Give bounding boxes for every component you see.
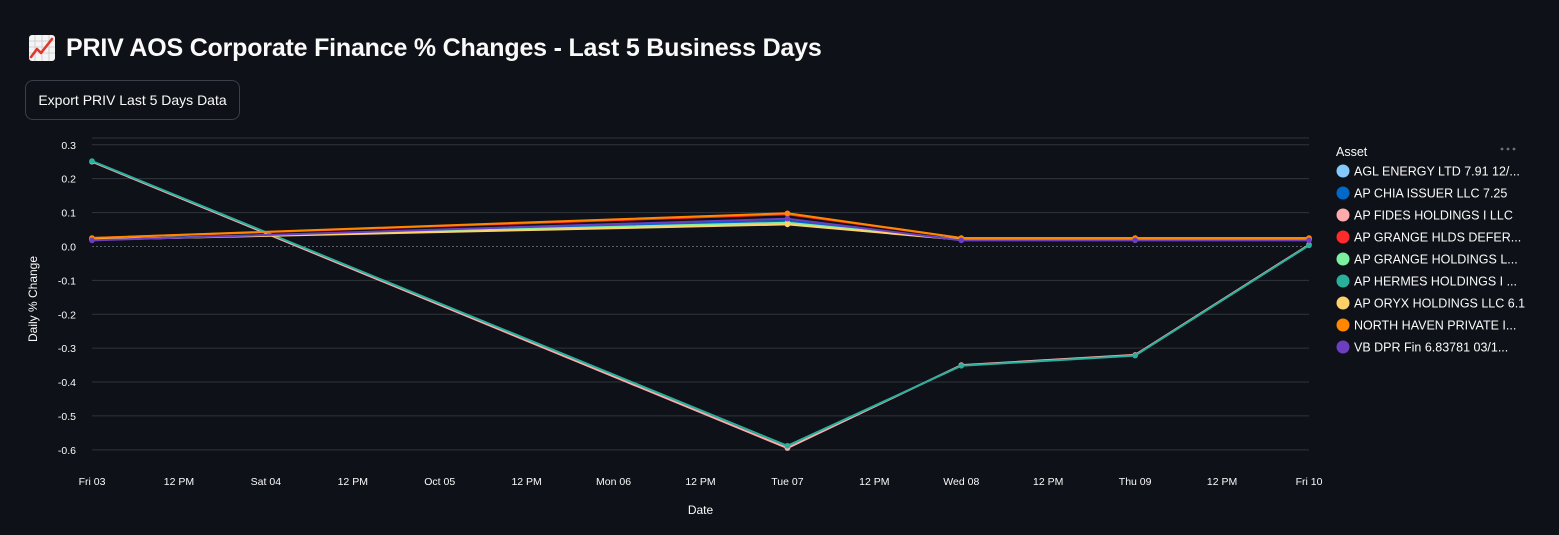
page-title-text: PRIV AOS Corporate Finance % Changes - L… bbox=[66, 33, 822, 62]
x-tick-label: Tue 07 bbox=[771, 476, 803, 488]
page-title: PRIV AOS Corporate Finance % Changes - L… bbox=[28, 30, 822, 66]
x-tick-label: Mon 06 bbox=[596, 476, 631, 488]
y-axis-title: Daily % Change bbox=[26, 256, 40, 342]
legend-swatch[interactable] bbox=[1336, 186, 1350, 200]
data-point[interactable] bbox=[1132, 352, 1138, 359]
data-point[interactable] bbox=[784, 442, 791, 449]
more-horizontal-icon[interactable] bbox=[1506, 147, 1510, 151]
data-point[interactable] bbox=[784, 221, 791, 228]
x-tick-label: Wed 08 bbox=[943, 476, 979, 488]
legend-label[interactable]: AP ORYX HOLDINGS LLC 6.1 bbox=[1354, 297, 1525, 311]
data-point[interactable] bbox=[89, 158, 95, 164]
x-tick-label: 12 PM bbox=[685, 476, 715, 488]
data-point[interactable] bbox=[89, 237, 95, 244]
legend-swatch[interactable] bbox=[1336, 318, 1350, 332]
x-axis-title: Date bbox=[688, 503, 714, 517]
legend-swatch[interactable] bbox=[1336, 296, 1350, 310]
y-tick-label: -0.4 bbox=[58, 377, 76, 389]
x-tick-label: 12 PM bbox=[859, 476, 889, 488]
y-tick-label: 0.2 bbox=[61, 174, 76, 186]
legend-label[interactable]: AP GRANGE HOLDINGS L... bbox=[1354, 253, 1518, 267]
legend-swatch[interactable] bbox=[1336, 208, 1350, 222]
x-tick-label: Fri 10 bbox=[1296, 476, 1323, 488]
legend-swatch[interactable] bbox=[1336, 252, 1350, 266]
legend-swatch[interactable] bbox=[1336, 340, 1350, 354]
more-horizontal-icon[interactable] bbox=[1500, 147, 1504, 151]
x-tick-label: 12 PM bbox=[338, 476, 368, 488]
legend-title: Asset bbox=[1336, 145, 1368, 159]
chart-increasing-icon bbox=[29, 35, 55, 61]
legend-swatch[interactable] bbox=[1336, 274, 1350, 288]
y-tick-label: -0.1 bbox=[58, 275, 76, 287]
export-button[interactable]: Export PRIV Last 5 Days Data bbox=[25, 80, 240, 120]
y-tick-label: -0.6 bbox=[58, 445, 76, 457]
data-point[interactable] bbox=[958, 362, 965, 369]
series-line[interactable] bbox=[91, 160, 1310, 447]
legend-label[interactable]: AP CHIA ISSUER LLC 7.25 bbox=[1354, 187, 1507, 201]
x-tick-label: Sat 04 bbox=[251, 476, 282, 488]
x-tick-label: 12 PM bbox=[164, 476, 194, 488]
data-point[interactable] bbox=[784, 215, 791, 222]
x-tick-label: 12 PM bbox=[1033, 476, 1063, 488]
legend-label[interactable]: AP HERMES HOLDINGS I ... bbox=[1354, 275, 1517, 289]
x-tick-label: 12 PM bbox=[511, 476, 541, 488]
data-point[interactable] bbox=[1132, 237, 1138, 244]
x-tick-label: 12 PM bbox=[1207, 476, 1237, 488]
data-point[interactable] bbox=[784, 210, 791, 217]
data-point[interactable] bbox=[1306, 242, 1312, 249]
data-point[interactable] bbox=[1306, 237, 1312, 244]
x-tick-label: Oct 05 bbox=[424, 476, 455, 488]
legend-swatch[interactable] bbox=[1336, 230, 1350, 244]
y-tick-label: 0.3 bbox=[61, 140, 76, 152]
y-tick-label: -0.2 bbox=[58, 309, 76, 321]
legend-label[interactable]: AP GRANGE HLDS DEFER... bbox=[1354, 231, 1521, 245]
y-tick-label: 0.1 bbox=[61, 208, 76, 220]
y-tick-label: 0.0 bbox=[61, 241, 76, 253]
y-tick-label: -0.3 bbox=[58, 343, 76, 355]
legend-swatch[interactable] bbox=[1336, 164, 1350, 178]
legend-label[interactable]: AP FIDES HOLDINGS I LLC bbox=[1354, 209, 1513, 223]
more-horizontal-icon[interactable] bbox=[1512, 147, 1516, 151]
data-point[interactable] bbox=[958, 237, 965, 244]
legend-label[interactable]: VB DPR Fin 6.83781 03/1... bbox=[1354, 341, 1508, 355]
x-tick-label: Fri 03 bbox=[79, 476, 106, 488]
legend-label[interactable]: NORTH HAVEN PRIVATE I... bbox=[1354, 319, 1516, 333]
legend-label[interactable]: AGL ENERGY LTD 7.91 12/... bbox=[1354, 165, 1520, 179]
y-tick-label: -0.5 bbox=[58, 411, 76, 423]
x-tick-label: Thu 09 bbox=[1119, 476, 1152, 488]
series-line[interactable] bbox=[91, 160, 1310, 450]
